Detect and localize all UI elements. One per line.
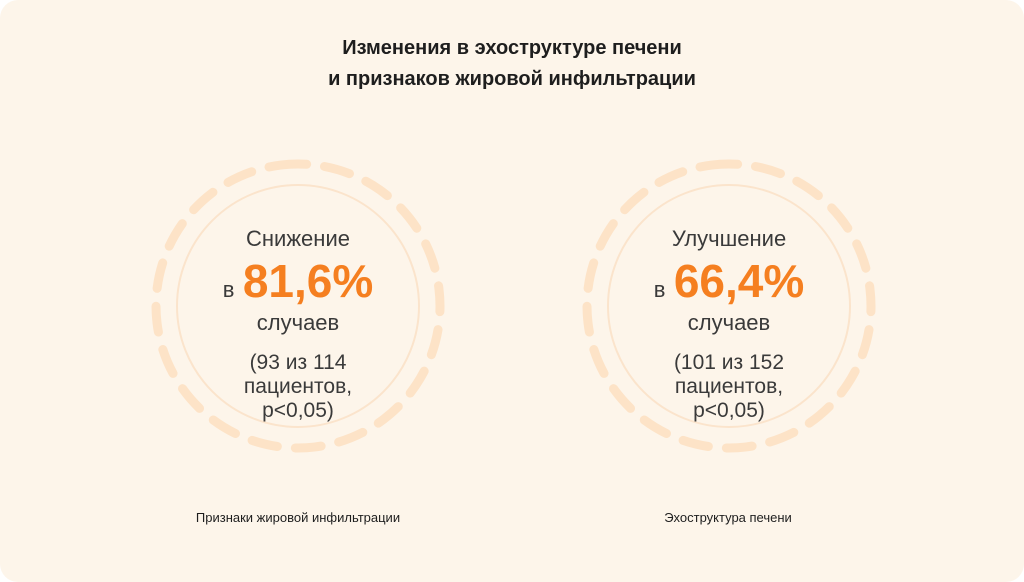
page-title: Изменения в эхоструктуре печени и призна… [0,33,1024,95]
stat-value-line: в 66,4% [573,255,885,319]
stat-value-line: в 81,6% [142,255,454,319]
title-line-2: и признаков жировой инфильтрации [328,68,696,90]
stat-echostructure: Улучшение в 66,4% случаев (101 из 152 па… [573,150,885,462]
stat-noun: случаев [256,310,340,335]
stat-detail-line: пациентов, [243,375,353,398]
stat-detail: (93 из 114 пациентов, p<0,05) [142,351,454,423]
stat-detail-line: (101 из 152 [673,351,785,374]
decorative-ring-icon [151,159,445,453]
stat-verb: Улучшение [671,226,787,251]
stat-verb: Снижение [246,226,350,251]
title-line-1: Изменения в эхоструктуре печени [342,37,682,59]
caption-echostructure: Эхоструктура печени [664,510,792,525]
decorative-ring-icon [582,159,876,453]
stat-percent: 66,4% [673,255,805,307]
stat-percent: 81,6% [242,255,374,307]
stat-detail: (101 из 152 пациентов, p<0,05) [573,351,885,423]
stat-detail-line: p<0,05) [693,399,765,422]
caption-fatty-infiltration: Признаки жировой инфильтрации [195,510,401,525]
stat-noun: случаев [687,310,771,335]
stat-detail-line: (93 из 114 [249,351,347,374]
stat-fatty-infiltration: Снижение в 81,6% случаев (93 из 114 паци… [142,150,454,462]
stat-detail-line: p<0,05) [262,399,334,422]
stat-preposition: в [653,277,666,302]
stat-preposition: в [222,277,235,302]
stat-detail-line: пациентов, [674,375,784,398]
